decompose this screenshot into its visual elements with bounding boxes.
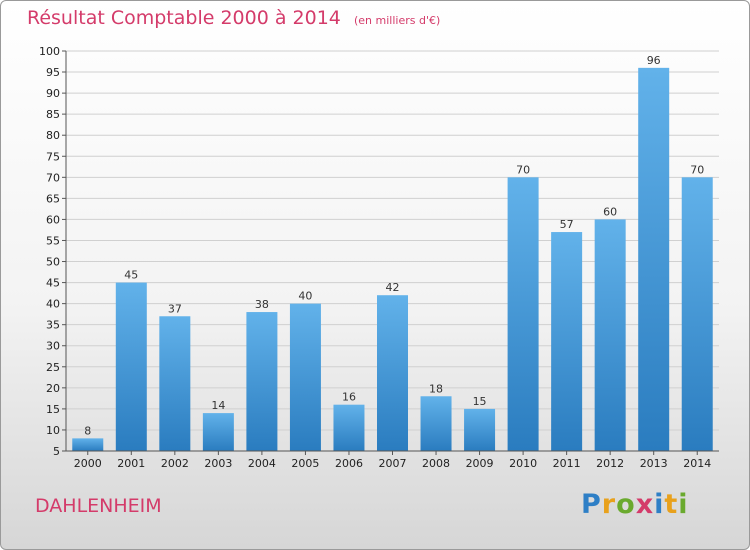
y-tick-label: 30 (46, 340, 60, 353)
data-label-2003: 14 (211, 399, 225, 412)
y-tick-label: 10 (46, 424, 60, 437)
y-tick-label: 60 (46, 213, 60, 226)
data-label-2010: 70 (516, 163, 530, 176)
chart-title-block: Résultat Comptable 2000 à 2014 (en milli… (27, 7, 440, 29)
y-tick-label: 25 (46, 361, 60, 374)
x-tick-label: 2003 (204, 457, 232, 470)
chart-subtitle: (en milliers d'€) (353, 14, 441, 27)
data-label-2005: 40 (298, 290, 312, 303)
data-label-2006: 16 (342, 391, 356, 404)
data-label-2009: 15 (473, 395, 487, 408)
y-tick-label: 15 (46, 403, 60, 416)
x-tick-label: 2005 (291, 457, 319, 470)
data-label-2000: 8 (84, 424, 91, 437)
bar-2005 (289, 303, 321, 451)
proxiti-logo: Proxiti (581, 489, 689, 520)
data-label-2014: 70 (690, 163, 704, 176)
bars: 8 45 37 14 38 40 16 42 18 15 70 57 60 96 70 (72, 54, 713, 451)
x-tick-label: 2009 (466, 457, 494, 470)
data-label-2011: 57 (560, 218, 574, 231)
y-tick-label: 50 (46, 256, 60, 269)
y-tick-label: 65 (46, 192, 60, 205)
bar-2008 (420, 396, 452, 451)
x-tick-label: 2014 (683, 457, 711, 470)
y-tick-label: 20 (46, 382, 60, 395)
data-label-2002: 37 (168, 302, 182, 315)
x-tick-label: 2013 (640, 457, 668, 470)
bar-2014 (681, 177, 713, 451)
y-tick-label: 40 (46, 298, 60, 311)
bar-2013 (638, 67, 670, 451)
y-tick-label: 55 (46, 234, 60, 247)
logo-letter: x (635, 489, 655, 520)
x-tick-label: 2007 (379, 457, 407, 470)
chart-title: Résultat Comptable 2000 à 2014 (27, 7, 341, 29)
bar-2007 (377, 295, 408, 451)
x-tick-label: 2010 (509, 457, 537, 470)
y-tick-label: 35 (46, 319, 60, 332)
bar-2001 (115, 282, 147, 451)
bar-2003 (202, 413, 234, 451)
bar-2002 (159, 316, 191, 451)
bar-2012 (594, 219, 626, 451)
y-axis: 5 10 15 20 25 30 35 40 45 50 55 60 65 70 75 80 85 90 95 100 (39, 45, 67, 458)
x-tick-label: 2000 (74, 457, 102, 470)
x-tick-label: 2011 (553, 457, 581, 470)
y-tick-label: 45 (46, 277, 60, 290)
data-label-2004: 38 (255, 298, 269, 311)
data-label-2007: 42 (386, 281, 400, 294)
bar-2006 (333, 404, 365, 451)
logo-letter: r (601, 489, 617, 520)
bar-2004 (246, 312, 278, 451)
data-label-2008: 18 (429, 382, 443, 395)
logo-letter: P (581, 489, 602, 520)
logo-letter: i (654, 489, 665, 520)
x-tick-label: 2001 (117, 457, 145, 470)
logo-letter: i (678, 489, 689, 520)
bar-2009 (464, 408, 496, 451)
x-axis: 2000 2001 2002 2003 2004 2005 2006 2007 2008 2009… (66, 450, 719, 470)
y-tick-label: 70 (46, 171, 60, 184)
data-label-2012: 60 (603, 205, 617, 218)
commune-name: DAHLENHEIM (35, 495, 162, 517)
y-tick-label: 5 (53, 445, 60, 458)
data-label-2001: 45 (124, 269, 138, 282)
x-tick-label: 2006 (335, 457, 363, 470)
logo-letter: t (664, 489, 679, 520)
x-tick-label: 2008 (422, 457, 450, 470)
y-tick-label: 100 (39, 45, 60, 58)
x-tick-label: 2004 (248, 457, 276, 470)
y-tick-label: 80 (46, 129, 60, 142)
bar-2000 (72, 438, 104, 451)
x-tick-label: 2002 (161, 457, 189, 470)
bar-2010 (507, 177, 539, 451)
y-tick-label: 95 (46, 66, 60, 79)
bar-2011 (551, 232, 583, 451)
y-tick-label: 75 (46, 150, 60, 163)
y-tick-label: 90 (46, 87, 60, 100)
x-tick-label: 2012 (596, 457, 624, 470)
data-label-2013: 96 (647, 54, 661, 67)
logo-letter: o (616, 489, 636, 520)
y-tick-label: 85 (46, 108, 60, 121)
